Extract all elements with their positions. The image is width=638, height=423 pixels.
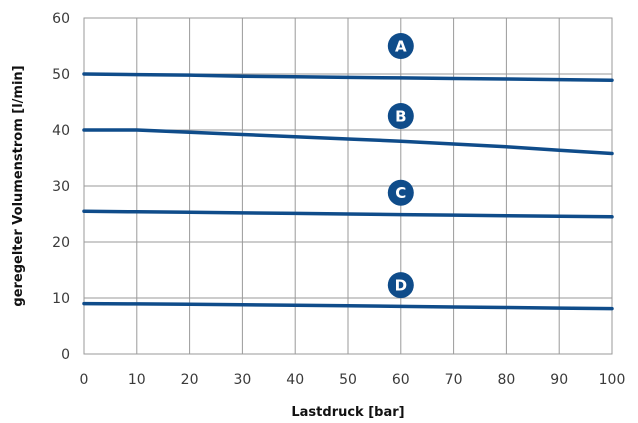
x-tick-label: 20	[181, 372, 199, 388]
x-tick-label: 50	[339, 372, 357, 388]
series-badge-a	[387, 33, 414, 59]
series-badge-c	[387, 179, 414, 206]
x-tick-label: 100	[599, 372, 626, 388]
x-tick-label: 60	[392, 372, 410, 388]
y-tick-label: 0	[61, 347, 70, 363]
y-tick-label: 40	[52, 123, 70, 139]
x-tick-label: 0	[80, 372, 89, 388]
x-axis-title: Lastdruck [bar]	[291, 405, 404, 420]
series-badge-label: B	[395, 108, 406, 126]
series-badge-label: A	[395, 38, 407, 56]
series-line-a	[82, 72, 614, 82]
x-tick-label: 90	[550, 372, 568, 388]
series-badge-b	[387, 103, 414, 129]
x-tick-label: 10	[128, 372, 146, 388]
x-tick-label: 70	[445, 372, 463, 388]
y-axis-title: geregelter Volumenstrom [l/min]	[11, 65, 26, 306]
series-lines	[82, 72, 614, 311]
series-badge-d	[387, 272, 414, 299]
series-line-c	[82, 209, 614, 219]
series-labels: A B C D	[387, 33, 414, 299]
series-badge-label: D	[395, 277, 407, 295]
y-tick-label: 30	[52, 179, 70, 195]
x-axis-ticks: 0 10 20 30 40 50 60 70 80 90 100	[80, 372, 626, 388]
x-tick-label: 30	[233, 372, 251, 388]
y-tick-label: 60	[52, 11, 70, 27]
plot-area-frame	[83, 17, 613, 355]
y-tick-label: 50	[52, 67, 70, 83]
y-tick-label: 10	[52, 291, 70, 307]
series-line-b	[82, 128, 614, 156]
series-line-d	[82, 301, 614, 311]
y-axis-ticks: 0 10 20 30 40 50 60	[52, 11, 70, 363]
x-tick-label: 40	[286, 372, 304, 388]
series-badge-label: C	[395, 184, 406, 202]
x-tick-label: 80	[497, 372, 515, 388]
y-tick-label: 20	[52, 235, 70, 251]
